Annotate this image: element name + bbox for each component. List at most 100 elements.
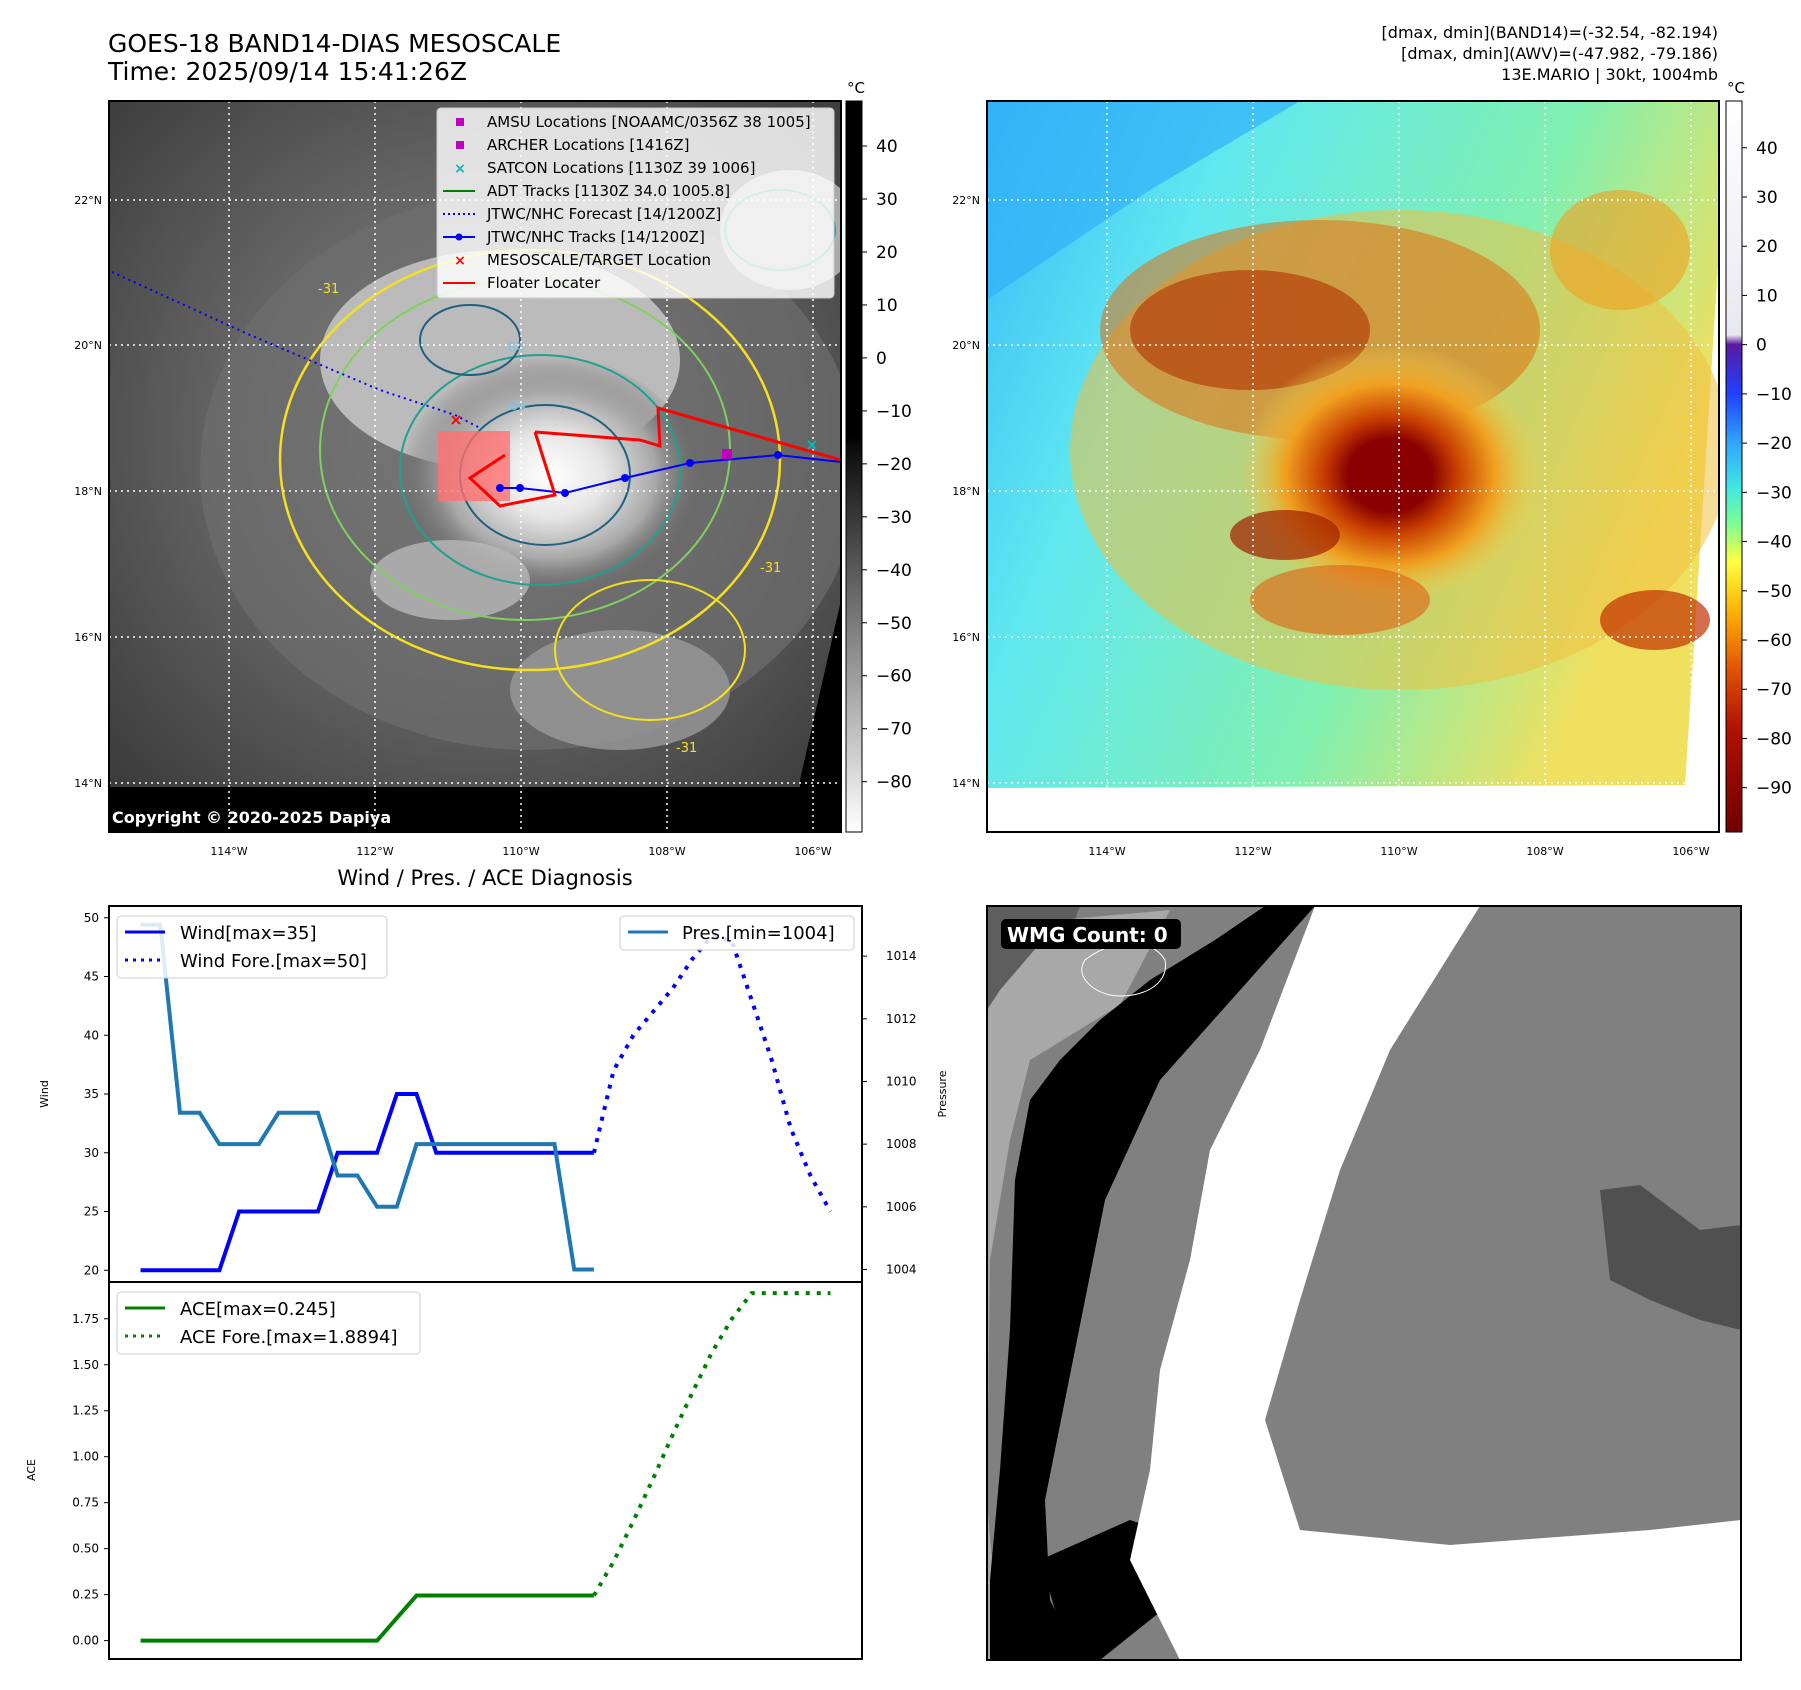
legend-box — [436, 107, 835, 299]
wind-legend-fore: Wind Fore.[max=50] — [180, 951, 367, 972]
info-band14: [dmax, dmin](BAND14)=(-32.54, -82.194) — [1382, 23, 1718, 42]
color-colorbar-ramp — [1725, 100, 1743, 833]
lat2-label-16: 16°N — [952, 631, 980, 644]
wind-ticks: 50 45 40 35 30 25 20 — [84, 911, 109, 1277]
contour-label-5: -31 — [676, 741, 697, 756]
lat2-label-14: 14°N — [952, 777, 980, 790]
awv-band-north-core — [1130, 270, 1370, 390]
gray-colorbar-tick-label: −30 — [876, 508, 912, 528]
legend-archer-icon — [456, 141, 464, 149]
contour-minus64-north — [419, 304, 521, 376]
lat-label-18: 18°N — [74, 485, 102, 498]
pressure-tick-label: 1004 — [886, 1262, 917, 1276]
color-colorbar-tick-label: 30 — [1756, 188, 1778, 208]
awv-gridlines — [987, 101, 1719, 832]
color-colorbar-tick-label: −90 — [1756, 779, 1792, 799]
gray-colorbar-tick-label: 0 — [876, 349, 887, 369]
ir-map-frame — [108, 100, 842, 833]
nodata-wedge — [800, 600, 841, 832]
gray-colorbar-tick-label: 40 — [876, 137, 898, 157]
floater-locator-box — [467, 431, 557, 508]
color-colorbar-ticks: 40 30 20 10 0 −10 −20 −30 −40 −50 −60 −70 −80 −90 — [1742, 139, 1792, 799]
gray-colorbar: °C 40 30 20 10 0 −10 −20 −30 −40 −50 −60 −70 −80 — [845, 79, 912, 833]
wmg-count-label: WMG Count: 0 — [1007, 923, 1168, 947]
legend-adt: ADT Tracks [1130Z 34.0 1005.8] — [487, 182, 730, 200]
gray-colorbar-tick-label: −40 — [876, 561, 912, 581]
awv-map-panel — [986, 100, 1720, 833]
ir-map-axis-labels: 22°N 20°N 18°N 16°N 14°N 114°W 112°W 110… — [74, 194, 832, 858]
legend-forecast: JTWC/NHC Forecast [14/1200Z] — [486, 205, 721, 223]
lon-label-114: 114°W — [210, 845, 247, 858]
wind-tick-label: 30 — [84, 1146, 99, 1160]
wind-axis-label: Wind — [38, 1080, 51, 1108]
series-wind-fore — [591, 933, 833, 1213]
lat-label-14: 14°N — [74, 777, 102, 790]
legend-target: MESOSCALE/TARGET Location — [487, 251, 711, 269]
series-pres — [140, 922, 594, 1272]
lon2-label-110: 110°W — [1380, 845, 1417, 858]
color-colorbar-tick-label: −20 — [1756, 434, 1792, 454]
ace-tick-label: 1.25 — [72, 1404, 99, 1418]
ace-axes — [108, 1281, 863, 1660]
series-wind — [140, 1092, 594, 1273]
cloud-band-south — [370, 540, 530, 620]
gray-colorbar-ramp — [845, 100, 863, 833]
info-awv: [dmax, dmin](AWV)=(-47.982, -79.186) — [1401, 44, 1718, 63]
ace-tick-label: 0.25 — [72, 1588, 99, 1602]
awv-map-axis-labels: 22°N 20°N 18°N 16°N 14°N 114°W 112°W 110… — [952, 194, 1710, 858]
awv-cell-se — [1600, 590, 1710, 650]
pressure-ticks: 1014 1012 1010 1008 1006 1004 — [862, 949, 917, 1276]
lat-label-22: 22°N — [74, 194, 102, 207]
ace-series — [140, 1291, 831, 1643]
ace-axis-label: ACE — [25, 1459, 38, 1481]
series-ace-fore — [592, 1291, 831, 1597]
copyright-text: Copyright © 2020-2025 Dapiya — [112, 808, 391, 827]
legend-tracks: JTWC/NHC Tracks [14/1200Z] — [486, 228, 705, 246]
color-colorbar-tick-label: 40 — [1756, 139, 1778, 159]
pressure-tick-label: 1006 — [886, 1200, 917, 1214]
ace-tick-label: 1.00 — [72, 1450, 99, 1464]
contour-teal — [399, 354, 681, 586]
lon2-label-112: 112°W — [1234, 845, 1271, 858]
pressure-tick-label: 1014 — [886, 949, 917, 963]
ace-legend-ace: ACE[max=0.245] — [180, 1299, 336, 1320]
color-colorbar-tick-label: −80 — [1756, 729, 1792, 749]
gray-colorbar-tick-label: −20 — [876, 455, 912, 475]
map-legend: AMSU Locations [NOAAMC/0356Z 38 1005] AR… — [436, 107, 835, 299]
color-colorbar-tick-label: −60 — [1756, 631, 1792, 651]
awv-band-south — [1250, 565, 1430, 635]
cloud-band-se — [510, 630, 730, 750]
wmg-dark-east — [1600, 1185, 1741, 1330]
wmg-frame — [986, 905, 1742, 1661]
diagnosis-title: Wind / Pres. / ACE Diagnosis — [337, 866, 632, 890]
pres-legend-box — [619, 915, 855, 951]
ace-legend-fore: ACE Fore.[max=1.8894] — [180, 1327, 398, 1348]
wind-tick-label: 40 — [84, 1028, 99, 1042]
lat2-label-22: 22°N — [952, 194, 980, 207]
lon2-label-114: 114°W — [1088, 845, 1125, 858]
color-colorbar-tick-label: 20 — [1756, 237, 1778, 257]
contour-label-2: -64 — [505, 399, 526, 414]
awv-cell-sw — [1230, 510, 1340, 560]
gray-colorbar-tick-label: −50 — [876, 614, 912, 634]
lon-label-108: 108°W — [648, 845, 685, 858]
wmg-count-badge — [1001, 919, 1181, 949]
ace-tick-label: 1.75 — [72, 1312, 99, 1326]
legend-satcon-icon: × — [454, 161, 466, 177]
awv-cloud-ne — [1550, 190, 1690, 310]
legend-satcon: SATCON Locations [1130Z 39 1006] — [487, 159, 755, 177]
ace-tick-label: 1.50 — [72, 1358, 99, 1372]
color-colorbar-tick-label: −70 — [1756, 680, 1792, 700]
pres-legend-label: Pres.[min=1004] — [682, 923, 835, 944]
best-track-points — [496, 451, 782, 497]
pressure-tick-label: 1008 — [886, 1137, 917, 1151]
lon-label-106: 106°W — [794, 845, 831, 858]
legend-floater: Floater Locater — [487, 274, 601, 292]
ace-ticks: 1.75 1.50 1.25 1.00 0.75 0.50 0.25 0.00 — [72, 1312, 109, 1648]
lat2-label-20: 20°N — [952, 339, 980, 352]
gray-colorbar-tick-label: −70 — [876, 720, 912, 740]
wmg-light-west — [987, 910, 1170, 1660]
legend-amsu: AMSU Locations [NOAAMC/0356Z 38 1005] — [487, 113, 811, 131]
pressure-axis-label: Pressure — [936, 1070, 949, 1117]
color-colorbar-tick-label: −10 — [1756, 385, 1792, 405]
